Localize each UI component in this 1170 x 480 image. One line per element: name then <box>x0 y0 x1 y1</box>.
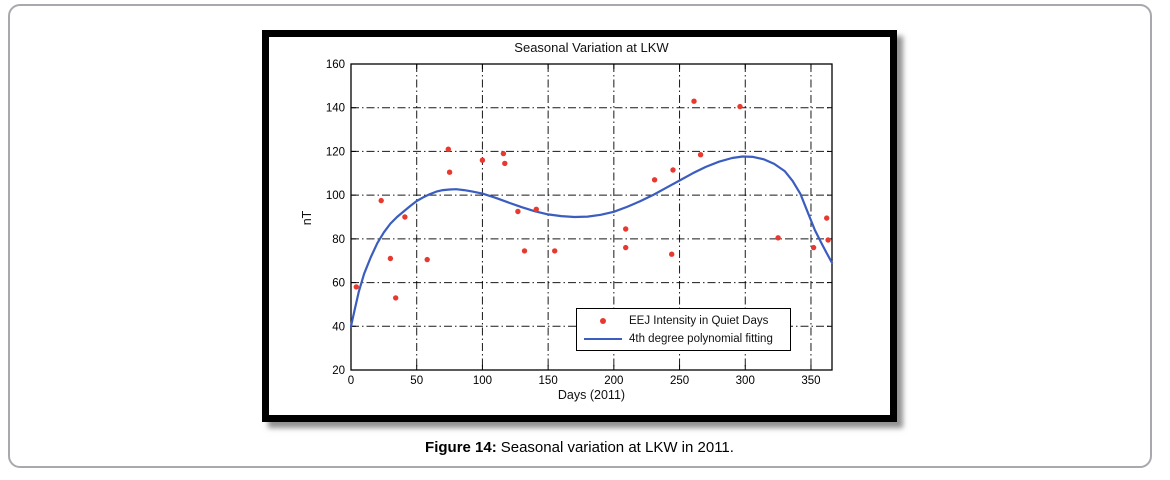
y-tick-label: 100 <box>326 190 345 202</box>
y-tick-label: 60 <box>332 278 345 290</box>
scatter-point <box>446 169 453 175</box>
chart-title: Seasonal Variation at LKW <box>514 40 669 55</box>
x-tick-label: 300 <box>736 375 755 387</box>
scatter-point <box>502 160 508 167</box>
legend-label-scatter: EEJ Intensity in Quiet Days <box>629 315 769 327</box>
scatter-point <box>669 251 675 257</box>
scatter-point <box>387 255 394 262</box>
scatter-point <box>825 237 831 243</box>
scatter-point <box>402 214 408 220</box>
x-tick-label: 0 <box>348 375 354 387</box>
scatter-point <box>378 197 384 204</box>
x-axis-label: Days (2011) <box>557 388 626 402</box>
page-border <box>8 4 1152 468</box>
scatter-point <box>697 152 704 158</box>
legend-marker-area <box>577 337 629 341</box>
figure-frame: Seasonal Variation at LKW 0 50 100 150 200 25… <box>262 30 897 422</box>
x-tick-label: 350 <box>801 375 820 387</box>
scatter-point <box>479 157 486 163</box>
x-tick-label: 50 <box>410 375 423 387</box>
scatter-point <box>824 215 830 221</box>
legend-entry-line: 4th degree polynomial fitting <box>577 330 790 348</box>
y-tick-label: 40 <box>332 321 345 333</box>
fit-line <box>349 155 834 328</box>
scatter-point <box>651 177 658 183</box>
legend-entry-scatter: EEJ Intensity in Quiet Days <box>577 312 790 330</box>
scatter-point <box>623 244 629 251</box>
scatter-point <box>810 244 817 251</box>
scatter-point <box>533 206 539 212</box>
scatter-point <box>670 167 676 173</box>
figure-caption-text: Seasonal variation at LKW in 2011. <box>500 439 734 456</box>
y-axis-label: nT <box>300 210 314 226</box>
x-tick-label: 250 <box>670 375 689 387</box>
scatter-marker-icon <box>600 318 606 324</box>
y-tick-label: 20 <box>332 365 345 377</box>
legend-label-line: 4th degree polynomial fitting <box>629 333 773 345</box>
scatter-point <box>737 103 743 110</box>
scatter-point <box>521 248 528 254</box>
scatter-point <box>552 248 558 254</box>
legend-box: EEJ Intensity in Quiet Days 4th degree p… <box>576 308 791 351</box>
scatter-point <box>691 98 697 104</box>
scatter-point <box>353 284 359 290</box>
scatter-point <box>393 295 399 301</box>
plot-frame <box>350 63 833 371</box>
legend-marker-area <box>577 318 629 324</box>
scatter-point <box>445 146 451 152</box>
y-tick-label: 120 <box>326 146 345 158</box>
scatter-point <box>775 235 781 241</box>
x-tick-label: 150 <box>539 375 558 387</box>
chart-plot: 0 50 100 150 200 250 300 350 20 40 60 80 100 120 140 16… <box>326 59 834 387</box>
scatter-point <box>515 208 521 215</box>
x-tick-label: 100 <box>473 375 492 387</box>
x-tick-label: 200 <box>604 375 623 387</box>
y-tick-label: 160 <box>326 59 345 71</box>
scatter-point <box>500 150 507 157</box>
figure-caption-label: Figure 14: <box>425 439 497 456</box>
y-tick-label: 80 <box>332 234 345 246</box>
y-tick-label: 140 <box>326 103 345 115</box>
scatter-point <box>424 256 430 263</box>
line-marker-icon <box>584 337 622 341</box>
figure-caption: Figure 14: Seasonal variation at LKW in 2… <box>262 439 897 456</box>
scatter-point <box>623 226 629 232</box>
